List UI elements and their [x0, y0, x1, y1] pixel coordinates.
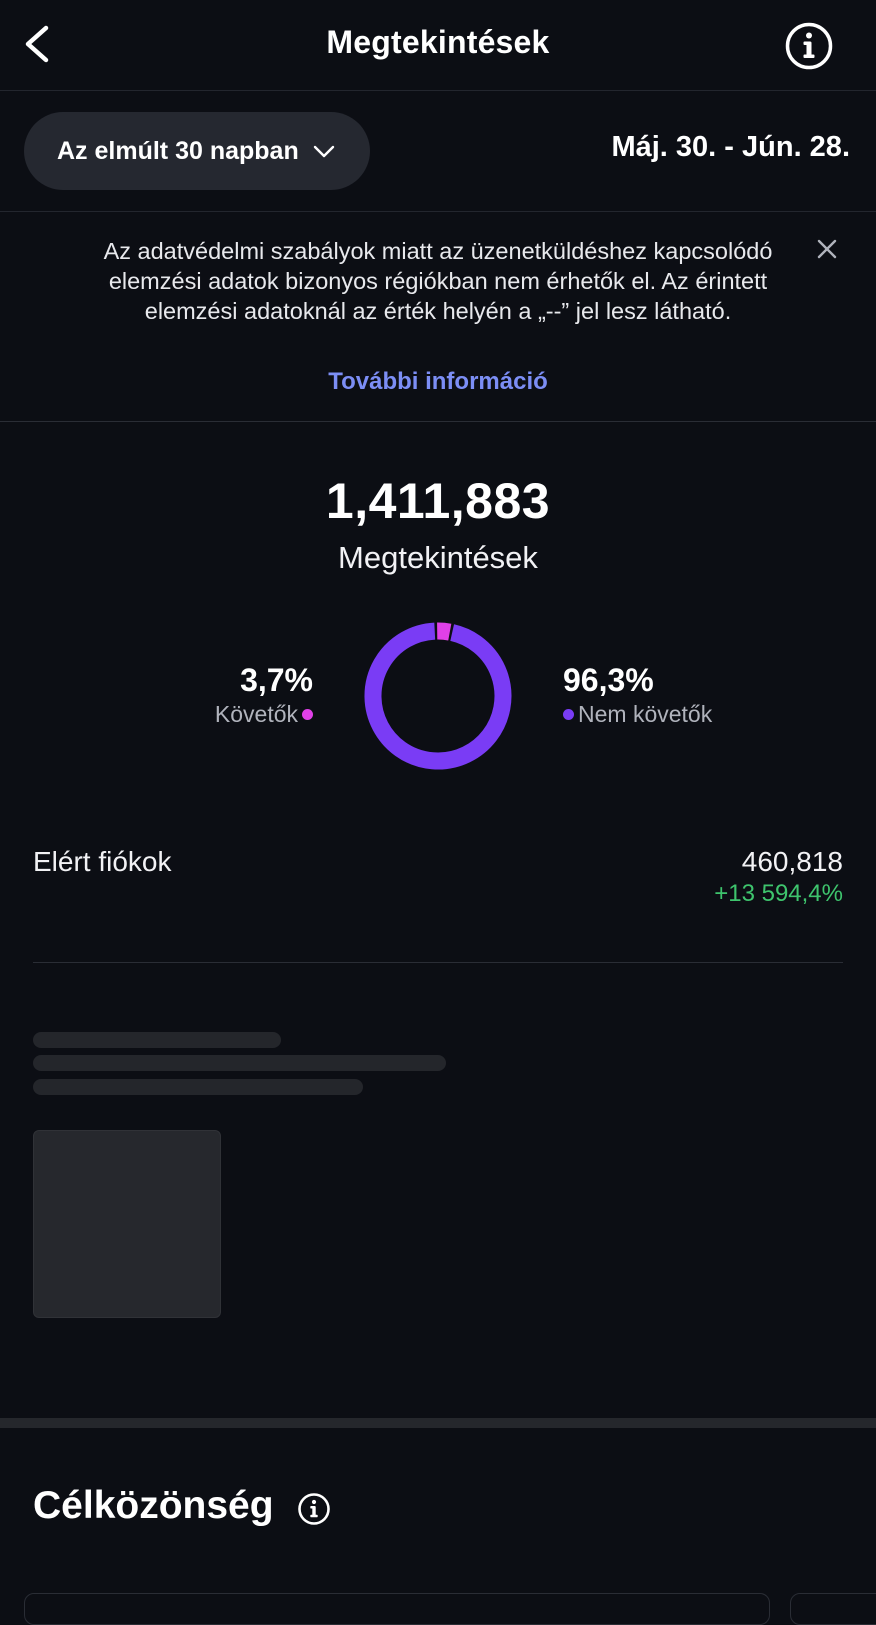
chevron-down-icon: [313, 145, 334, 158]
audience-section-title: Célközönség: [33, 1484, 274, 1527]
date-filter-row: Az elmúlt 30 napban Máj. 30. - Jún. 28.: [0, 91, 876, 212]
info-circle-icon: [785, 22, 833, 70]
notice-close-button[interactable]: [812, 234, 842, 264]
non-followers-percent: 96,3%: [563, 662, 654, 698]
time-range-dropdown[interactable]: Az elmúlt 30 napban: [24, 112, 370, 190]
non-followers-label: Nem követők: [578, 701, 713, 727]
accounts-reached-value: 460,818: [741, 846, 843, 877]
info-circle-icon: [298, 1493, 330, 1525]
followers-label: Követők: [214, 701, 298, 727]
top-bar: Megtekintések: [0, 0, 876, 91]
info-button[interactable]: [784, 21, 834, 71]
accounts-reached-row[interactable]: Elért fiókok 460,818 +13 594,4%: [33, 842, 843, 963]
donut-segment-followers: [437, 622, 452, 641]
non-followers-legend-dot: [563, 708, 574, 720]
skeleton-line: [33, 1032, 281, 1048]
followers-percent: 3,7%: [240, 662, 313, 698]
accounts-reached-change: +13 594,4%: [714, 880, 843, 907]
chevron-left-icon: [25, 25, 49, 63]
donut-segment-non-followers: [364, 622, 512, 770]
total-views-label: Megtekintések: [338, 540, 538, 575]
back-button[interactable]: [18, 20, 62, 68]
non-followers-stat: 96,3% Nem követők: [563, 661, 712, 729]
privacy-notice: Az adatvédelmi szabályok miatt az üzenet…: [0, 212, 876, 422]
skeleton-line: [33, 1055, 446, 1071]
followers-legend-dot: [302, 708, 313, 720]
audience-card: [24, 1593, 770, 1625]
total-views-value: 1,411,883: [325, 473, 551, 529]
notice-text: Az adatvédelmi szabályok miatt az üzenet…: [103, 238, 773, 324]
followers-stat: 3,7% Követők: [215, 661, 313, 729]
audience-info-button[interactable]: [297, 1492, 331, 1526]
close-icon: [817, 239, 837, 259]
section-divider: [0, 1418, 876, 1428]
views-donut-chart: [364, 622, 512, 770]
more-info-link[interactable]: További információ: [328, 368, 548, 395]
skeleton-thumbnail: [33, 1130, 221, 1318]
date-range: Máj. 30. - Jún. 28.: [611, 131, 850, 163]
time-range-label: Az elmúlt 30 napban: [57, 136, 299, 165]
page-title: Megtekintések: [326, 24, 550, 60]
audience-card: [790, 1593, 876, 1625]
accounts-reached-label: Elért fiókok: [33, 846, 172, 877]
skeleton-line: [33, 1079, 363, 1095]
